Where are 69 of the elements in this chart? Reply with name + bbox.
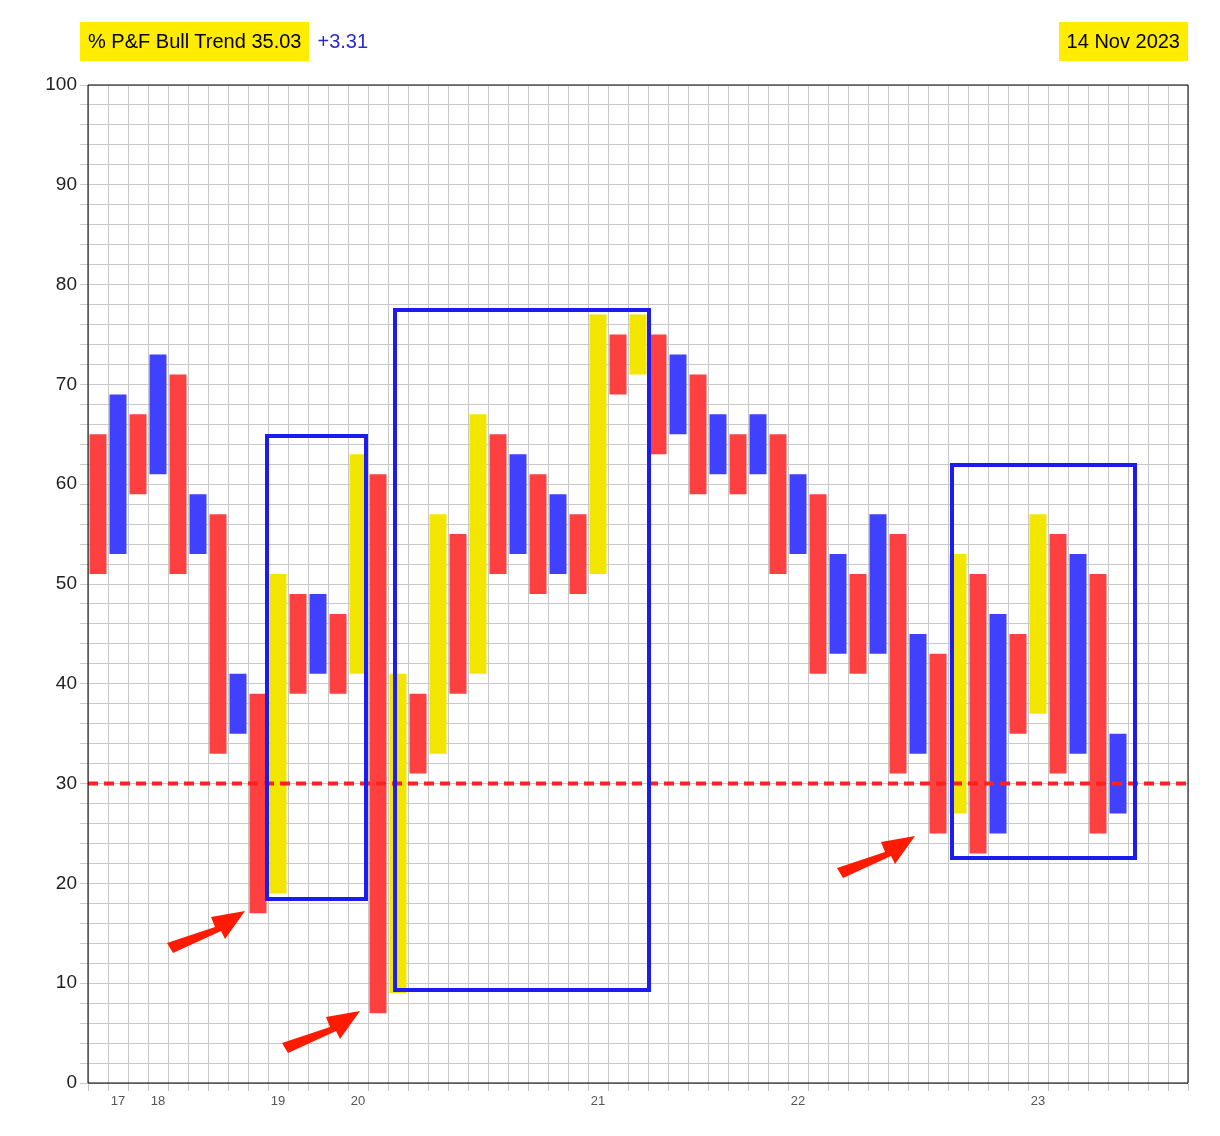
- bar: [629, 314, 647, 375]
- bar: [1109, 733, 1127, 814]
- bar: [909, 633, 927, 754]
- text: 14 Nov 2023: [1058, 22, 1188, 61]
- y-tick-label: 60: [55, 472, 77, 494]
- bar: [849, 574, 867, 674]
- bar: [449, 534, 467, 694]
- x-tick-label: 18: [150, 1093, 166, 1109]
- bar: [429, 514, 447, 754]
- bar: [809, 494, 827, 674]
- bar: [209, 514, 227, 754]
- bar: [1089, 574, 1107, 834]
- bar: [509, 454, 527, 555]
- bar: [369, 474, 387, 1014]
- bar: [489, 434, 507, 575]
- x-tick-label: 17: [110, 1093, 126, 1109]
- bar: [169, 374, 187, 575]
- bar: [309, 593, 327, 674]
- bar: [689, 374, 707, 495]
- bar: [889, 534, 907, 774]
- bar: [229, 673, 247, 734]
- bar: [869, 514, 887, 654]
- chart-subtitle: +3.31: [317, 30, 369, 53]
- x-tick-label: 22: [790, 1093, 806, 1109]
- y-tick-label: 0: [66, 1071, 77, 1093]
- bar: [709, 414, 727, 475]
- bar: [1029, 514, 1047, 714]
- bar: [1009, 633, 1027, 734]
- bar: [469, 414, 487, 674]
- bar: [189, 494, 207, 555]
- x-tick-label: 19: [270, 1093, 286, 1109]
- chart-title: % P&F Bull Trend 35.03: [80, 22, 310, 61]
- bar: [129, 414, 147, 495]
- bar: [529, 474, 547, 594]
- x-tick-label: 23: [1030, 1093, 1046, 1109]
- y-tick-label: 40: [55, 672, 77, 694]
- bar: [89, 434, 107, 575]
- bar: [329, 613, 347, 694]
- bar: [569, 514, 587, 594]
- bar: [289, 593, 307, 694]
- y-tick-label: 90: [55, 173, 77, 195]
- bar: [989, 613, 1007, 834]
- bar: [929, 653, 947, 834]
- y-tick-label: 70: [55, 372, 77, 394]
- y-tick-label: 10: [55, 971, 77, 993]
- bar: [969, 574, 987, 854]
- bar: [609, 334, 627, 395]
- bar: [589, 314, 607, 575]
- y-tick-label: 30: [55, 771, 77, 793]
- bar: [1049, 534, 1067, 774]
- bar: [649, 334, 667, 455]
- bar: [669, 354, 687, 435]
- y-tick-label: 50: [55, 572, 77, 594]
- bar: [549, 494, 567, 575]
- bar: [729, 434, 747, 495]
- y-tick-label: 20: [55, 871, 77, 893]
- bar: [149, 354, 167, 475]
- bar: [1069, 554, 1087, 754]
- bar: [749, 414, 767, 475]
- bar: [409, 693, 427, 774]
- bar: [109, 394, 127, 555]
- x-tick-label: 20: [350, 1093, 366, 1109]
- y-tick-label: 100: [45, 73, 77, 95]
- bar: [269, 574, 287, 894]
- y-tick-label: 80: [55, 272, 77, 294]
- bar: [829, 554, 847, 654]
- x-tick-label: 21: [590, 1093, 606, 1109]
- bar: [789, 474, 807, 555]
- bar: [769, 434, 787, 575]
